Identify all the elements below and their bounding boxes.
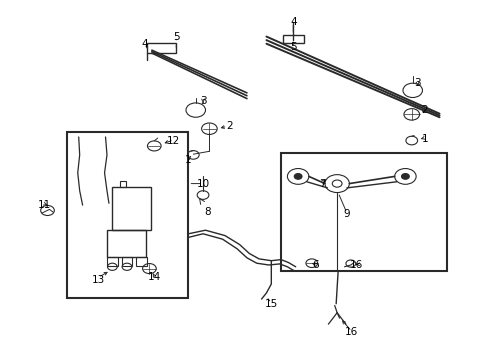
Text: 3: 3 xyxy=(199,96,206,106)
Bar xyxy=(122,257,132,266)
Text: 16: 16 xyxy=(345,327,358,337)
Bar xyxy=(281,153,446,271)
Text: 15: 15 xyxy=(264,299,277,309)
Text: 10: 10 xyxy=(196,179,209,189)
Text: 1: 1 xyxy=(421,134,427,144)
Text: 4: 4 xyxy=(141,39,147,49)
Text: 1: 1 xyxy=(185,155,191,165)
Text: 6: 6 xyxy=(311,260,318,270)
Text: 2: 2 xyxy=(226,121,233,131)
Text: 2: 2 xyxy=(421,105,427,115)
Bar xyxy=(107,257,118,266)
Bar xyxy=(282,35,304,42)
Text: 11: 11 xyxy=(38,200,51,210)
Text: 9: 9 xyxy=(343,209,349,219)
Text: 13: 13 xyxy=(91,275,104,285)
Text: 8: 8 xyxy=(204,207,211,217)
Text: 5: 5 xyxy=(289,42,296,52)
Text: 12: 12 xyxy=(167,136,180,145)
Text: 7: 7 xyxy=(319,179,325,189)
Bar xyxy=(136,257,147,266)
Text: 14: 14 xyxy=(147,272,161,282)
Bar xyxy=(120,181,126,187)
Text: 3: 3 xyxy=(413,78,420,88)
Bar xyxy=(107,230,146,257)
Text: 4: 4 xyxy=(289,17,296,27)
Circle shape xyxy=(401,174,408,179)
Bar xyxy=(147,42,176,53)
Bar xyxy=(112,187,151,230)
Bar xyxy=(66,132,188,298)
Text: 16: 16 xyxy=(349,260,363,270)
Circle shape xyxy=(294,174,302,179)
Text: 5: 5 xyxy=(173,32,179,41)
